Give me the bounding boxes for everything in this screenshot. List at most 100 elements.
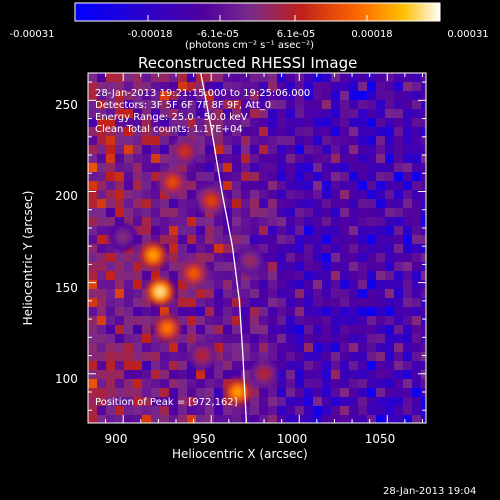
colorbar-tick-label: -6.1e-05 [197, 29, 239, 40]
heatmap-cell [232, 262, 242, 272]
heatmap-cell [151, 145, 161, 155]
heatmap-cell [223, 190, 233, 200]
heatmap-cell [295, 316, 305, 326]
heatmap-cell [412, 289, 422, 299]
heatmap-cell [421, 415, 426, 423]
heatmap-cell [115, 172, 125, 182]
heatmap-cell [214, 262, 224, 272]
heatmap-cell [421, 361, 426, 371]
heatmap-cell [133, 190, 143, 200]
heatmap-cell [169, 91, 179, 101]
heatmap-cell [358, 172, 368, 182]
heatmap-cell [412, 325, 422, 335]
heatmap-cell [160, 118, 170, 128]
heatmap-cell [421, 352, 426, 362]
heatmap-cell [223, 181, 233, 191]
energy-range-text: Energy Range: 25.0 - 50.0 keV [95, 112, 248, 123]
heatmap-cell [331, 190, 341, 200]
heatmap-cell [187, 316, 197, 326]
heatmap-cell [403, 244, 413, 254]
heatmap-cell [358, 352, 368, 362]
heatmap-cell [196, 91, 206, 101]
heatmap-cell [286, 307, 296, 317]
heatmap-cell [367, 154, 377, 164]
heatmap-cell [412, 280, 422, 290]
heatmap-cell [133, 280, 143, 290]
heatmap-cell [421, 91, 426, 101]
heatmap-cell [124, 352, 134, 362]
heatmap-cell [403, 379, 413, 389]
heatmap-cell [133, 136, 143, 146]
heatmap-cell [232, 406, 242, 416]
heatmap-cell [376, 136, 386, 146]
heatmap-cell [115, 316, 125, 326]
heatmap-cell [376, 307, 386, 317]
heatmap-cell [187, 73, 197, 83]
heatmap-cell [214, 235, 224, 245]
heatmap-cell [385, 190, 395, 200]
heatmap-cell [196, 316, 206, 326]
heatmap-cell [232, 325, 242, 335]
heatmap-cell [196, 73, 206, 83]
heatmap-cell [205, 91, 215, 101]
heatmap-cell [394, 226, 404, 236]
heatmap-cell [358, 199, 368, 209]
heatmap-cell [133, 91, 143, 101]
heatmap-cell [259, 190, 269, 200]
heatmap-cell [160, 226, 170, 236]
heatmap-cell [115, 289, 125, 299]
heatmap-cell [385, 343, 395, 353]
heatmap-cell [313, 352, 323, 362]
heatmap-cell [115, 253, 125, 263]
heatmap-cell [151, 361, 161, 371]
colorbar-tick-label: 0.00018 [351, 29, 393, 40]
heatmap-cell [97, 73, 107, 83]
heatmap-cell [205, 271, 215, 281]
heatmap-cell [187, 127, 197, 137]
heatmap-cell [196, 172, 206, 182]
heatmap-cell [277, 73, 287, 83]
heatmap-cell [88, 253, 98, 263]
heatmap-cell [322, 91, 332, 101]
heatmap-cell [250, 316, 260, 326]
heatmap-cell [313, 262, 323, 272]
heatmap-cell [205, 325, 215, 335]
heatmap-cell [106, 181, 116, 191]
heatmap-cell [196, 109, 206, 119]
heatmap-cell [205, 73, 215, 83]
heatmap-cell [376, 91, 386, 101]
heatmap-cell [349, 226, 359, 236]
heatmap-cell [286, 262, 296, 272]
heatmap-cell [403, 199, 413, 209]
heatmap-cell [232, 82, 242, 92]
heatmap-cell [340, 361, 350, 371]
heatmap-cell [367, 280, 377, 290]
colorbar-units: (photons cm⁻² s⁻¹ asec⁻²) [185, 40, 315, 51]
heatmap-cell [331, 388, 341, 398]
heatmap-cell [376, 280, 386, 290]
heatmap-cell [205, 82, 215, 92]
heatmap-cell [133, 109, 143, 119]
heatmap-cell [367, 307, 377, 317]
heatmap-cell [340, 145, 350, 155]
heatmap-cell [385, 127, 395, 137]
heatmap-cell [223, 262, 233, 272]
heatmap-cell [160, 370, 170, 380]
heatmap-cell [322, 289, 332, 299]
heatmap-cell [250, 100, 260, 110]
heatmap-cell [286, 181, 296, 191]
heatmap-cell [88, 181, 98, 191]
heatmap-cell [133, 298, 143, 308]
heatmap-cell [214, 271, 224, 281]
heatmap-cell [115, 208, 125, 218]
heatmap-cell [277, 145, 287, 155]
heatmap-cell [88, 352, 98, 362]
heatmap-cell [304, 316, 314, 326]
heatmap-cell [313, 145, 323, 155]
heatmap-cell [205, 379, 215, 389]
heatmap-cell [151, 415, 161, 423]
heatmap-cell [160, 127, 170, 137]
heatmap-cell [124, 361, 134, 371]
heatmap-cell [133, 388, 143, 398]
bright-region [155, 286, 166, 297]
